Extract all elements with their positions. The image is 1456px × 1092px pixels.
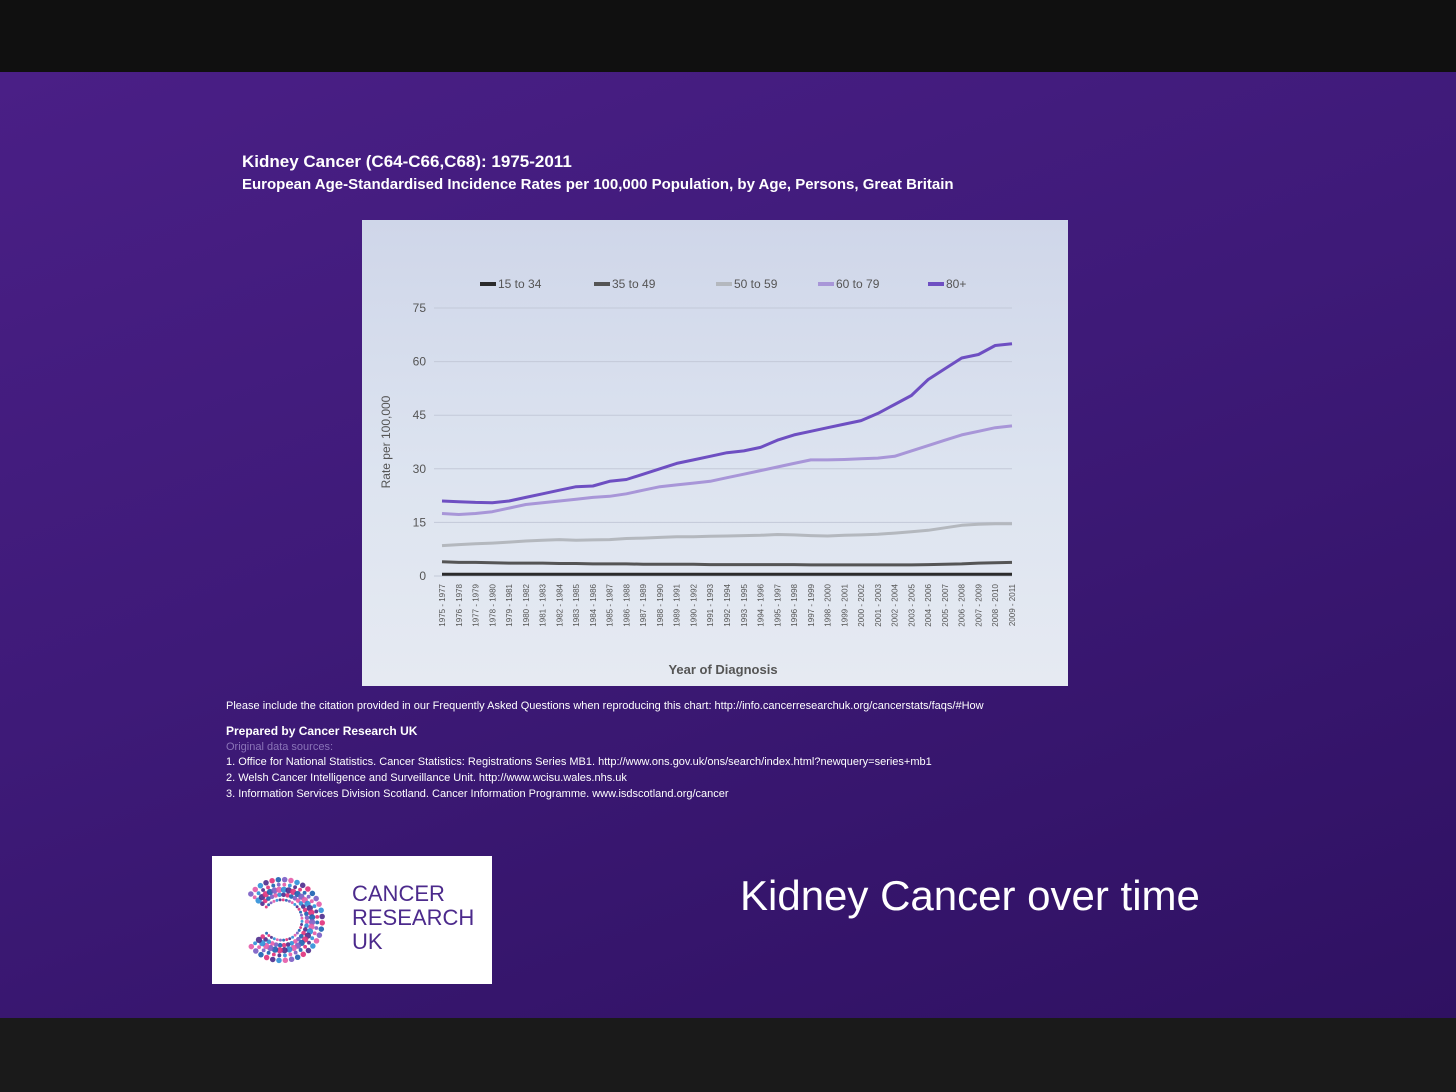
citation-text: Please include the citation provided in … [226, 700, 984, 712]
x-tick-label: 1986 - 1988 [622, 583, 631, 626]
logo-line-1: CANCER [352, 881, 445, 906]
cancer-research-uk-logo: CANCER RESEARCH UK [212, 856, 492, 984]
x-tick-label: 1975 - 1977 [438, 583, 447, 626]
x-tick-label: 1999 - 2001 [840, 583, 849, 626]
x-tick-label: 2001 - 2003 [874, 583, 883, 626]
x-axis-label: Year of Diagnosis [668, 662, 777, 677]
x-tick-label: 1998 - 2000 [824, 583, 833, 626]
series-line-3 [441, 424, 1013, 516]
x-tick-label: 2009 - 2011 [1008, 583, 1017, 626]
x-tick-label: 1987 - 1989 [639, 583, 648, 626]
series-line-2 [441, 522, 1012, 548]
logo-line-3: UK [352, 929, 383, 954]
x-tick-label: 1985 - 1987 [606, 583, 615, 626]
chart-subtitle: European Age-Standardised Incidence Rate… [242, 176, 954, 193]
x-tick-label: 1978 - 1980 [488, 583, 497, 626]
x-tick-label: 1995 - 1997 [773, 583, 782, 626]
x-tick-label: 2002 - 2004 [891, 583, 900, 626]
x-tick-label: 1988 - 1990 [656, 583, 665, 626]
y-tick-label: 60 [413, 355, 427, 369]
x-tick-label: 1990 - 1992 [689, 583, 698, 626]
source-2: 2. Welsh Cancer Intelligence and Surveil… [226, 772, 627, 784]
x-tick-label: 1997 - 1999 [807, 583, 816, 626]
x-tick-label: 1994 - 1996 [757, 583, 766, 626]
legend-label: 35 to 49 [612, 277, 656, 291]
y-tick-label: 30 [413, 462, 427, 476]
x-tick-label: 1992 - 1994 [723, 583, 732, 626]
x-tick-label: 1989 - 1991 [673, 583, 682, 626]
x-tick-label: 2000 - 2002 [857, 583, 866, 626]
source-1: 1. Office for National Statistics. Cance… [226, 756, 932, 768]
x-tick-label: 1982 - 1984 [555, 583, 564, 626]
legend-label: 80+ [946, 277, 966, 291]
x-tick-label: 2005 - 2007 [941, 583, 950, 626]
y-tick-label: 15 [413, 515, 427, 529]
y-tick-label: 0 [419, 569, 426, 583]
x-tick-label: 1976 - 1978 [455, 583, 464, 626]
x-tick-label: 2008 - 2010 [991, 583, 1000, 626]
x-tick-label: 1981 - 1983 [539, 583, 548, 626]
bottom-bezel [0, 1018, 1456, 1092]
legend-label: 60 to 79 [836, 277, 880, 291]
x-tick-label: 1991 - 1993 [706, 583, 715, 626]
x-tick-label: 1977 - 1979 [472, 583, 481, 626]
x-tick-label: 1983 - 1985 [572, 583, 581, 626]
prepared-by: Prepared by Cancer Research UK [226, 724, 418, 738]
logo-c-mark-icon [248, 876, 325, 964]
top-bezel [0, 0, 1456, 80]
logo-line-2: RESEARCH [352, 905, 475, 930]
series-line-4 [441, 342, 1013, 505]
x-tick-label: 2004 - 2006 [924, 583, 933, 626]
chart-title: Kidney Cancer (C64-C66,C68): 1975-2011 [242, 152, 572, 171]
x-tick-label: 1984 - 1986 [589, 583, 598, 626]
series-line-1 [441, 560, 1013, 567]
x-tick-label: 1996 - 1998 [790, 583, 799, 626]
slide-heading: Kidney Cancer over time [740, 872, 1200, 919]
x-tick-label: 2006 - 2008 [958, 583, 967, 626]
line-chart: 0 15 30 45 60 75 Rate per 100,000 1975 - 1977 19… [379, 277, 1017, 677]
x-tick-label: 1979 - 1981 [505, 583, 514, 626]
y-axis-label: Rate per 100,000 [379, 395, 393, 488]
y-tick-label: 45 [413, 408, 427, 422]
x-tick-label: 2007 - 2009 [974, 583, 983, 626]
x-tick-label: 1993 - 1995 [740, 583, 749, 626]
y-tick-label: 75 [413, 301, 427, 315]
x-tick-label: 2003 - 2005 [907, 583, 916, 626]
source-3: 3. Information Services Division Scotlan… [226, 788, 729, 800]
x-tick-label: 1980 - 1982 [522, 583, 531, 626]
sources-title: Original data sources: [226, 741, 333, 753]
legend-label: 15 to 34 [498, 277, 542, 291]
chart-panel: 0 15 30 45 60 75 Rate per 100,000 1975 - 1977 19… [362, 220, 1068, 686]
legend-label: 50 to 59 [734, 277, 778, 291]
